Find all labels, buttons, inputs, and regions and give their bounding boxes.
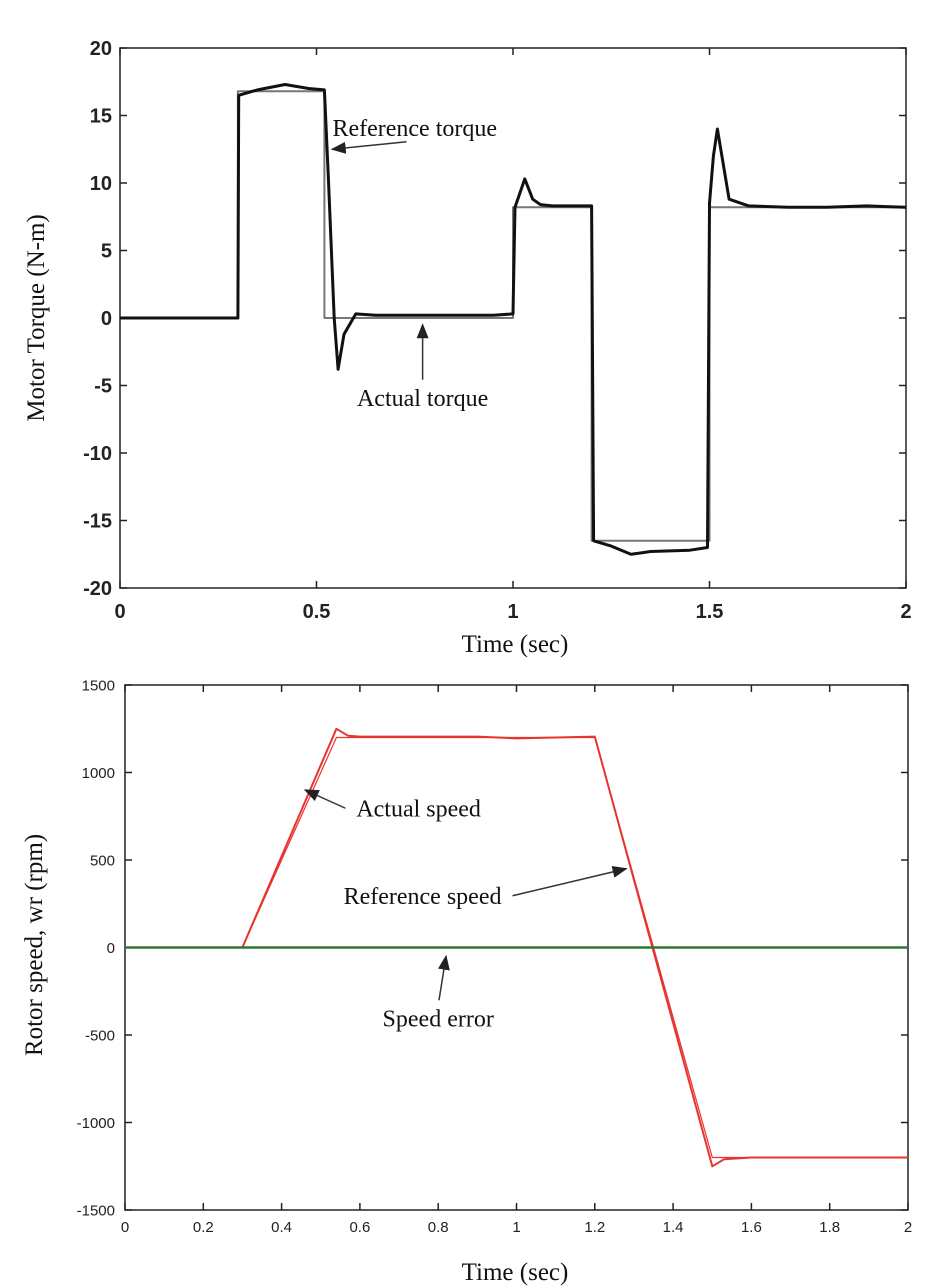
- torque-y-tick-label: -10: [83, 443, 112, 465]
- torque-x-axis-label: Time (sec): [462, 631, 569, 658]
- speed-annotation-reference-speed-arrow: [512, 866, 628, 897]
- torque-x-tick-label: 2: [900, 601, 911, 623]
- torque-y-tick-label: -5: [94, 376, 112, 398]
- torque-y-tick-label: -15: [83, 511, 112, 533]
- speed-x-tick-label: 1.4: [663, 1219, 684, 1236]
- speed-annotation-actual-speed-arrow: [303, 789, 346, 809]
- torque-x-tick-label: 0.5: [303, 601, 331, 623]
- speed-x-tick-label: 0.4: [271, 1219, 292, 1236]
- speed-x-axis-label: Time (sec): [462, 1259, 569, 1286]
- torque-x-tick-label: 0: [114, 601, 125, 623]
- speed-y-tick-label: -500: [85, 1027, 115, 1044]
- speed-y-tick-label: 0: [107, 940, 115, 957]
- speed-x-tick-label: 1.6: [741, 1219, 762, 1236]
- torque-y-tick-label: 5: [101, 241, 112, 263]
- speed-annotation-reference-speed-text: Reference speed: [344, 884, 502, 910]
- speed-x-tick-label: 0: [121, 1219, 129, 1236]
- speed-x-tick-label: 2: [904, 1219, 912, 1236]
- torque-y-axis-label: Motor Torque (N-m): [23, 214, 50, 421]
- speed-x-tick-label: 0.2: [193, 1219, 214, 1236]
- speed-y-axis-label: Rotor speed, wr (rpm): [21, 834, 48, 1056]
- speed-annotation-speed-error-text: Speed error: [383, 1006, 494, 1032]
- speed-y-tick-label: 1500: [82, 677, 115, 694]
- torque-y-tick-label: 20: [90, 38, 112, 60]
- speed-x-tick-label: 1.2: [584, 1219, 605, 1236]
- speed-x-tick-label: 0.8: [428, 1219, 449, 1236]
- torque-annotation-reference-torque-text: Reference torque: [332, 116, 497, 142]
- speed-y-tick-label: 1000: [82, 765, 115, 782]
- speed-y-tick-label: -1000: [77, 1115, 115, 1132]
- torque-series-reference-torque: [120, 90, 906, 542]
- speed-x-tick-label: 0.6: [349, 1219, 370, 1236]
- speed-y-tick-label: 500: [90, 852, 115, 869]
- torque-annotation-actual-torque-text: Actual torque: [357, 386, 488, 412]
- torque-y-tick-label: 0: [101, 308, 112, 330]
- speed-x-tick-label: 1.8: [819, 1219, 840, 1236]
- torque-series-actual-torque: [120, 83, 907, 556]
- torque-chart: Motor Torque (N-m) Time (sec) 0 0.5 1 1.5 2 2…: [23, 38, 912, 658]
- speed-annotation-speed-error-arrow: [437, 954, 450, 1001]
- speed-annotation-actual-speed-text: Actual speed: [356, 796, 481, 822]
- torque-annotation-reference-torque-arrow: [330, 141, 407, 154]
- torque-y-tick-label: 15: [90, 106, 112, 128]
- torque-y-tick-label: -20: [83, 578, 112, 600]
- torque-y-tick-label: 10: [90, 173, 112, 195]
- speed-y-tick-label: -1500: [77, 1202, 115, 1219]
- speed-x-tick-label: 1: [512, 1219, 520, 1236]
- speed-chart: Rotor speed, wr (rpm) Time (sec) 0 0.2 0.4…: [21, 677, 912, 1286]
- torque-x-tick-label: 1.5: [696, 601, 724, 623]
- torque-x-tick-label: 1: [507, 601, 518, 623]
